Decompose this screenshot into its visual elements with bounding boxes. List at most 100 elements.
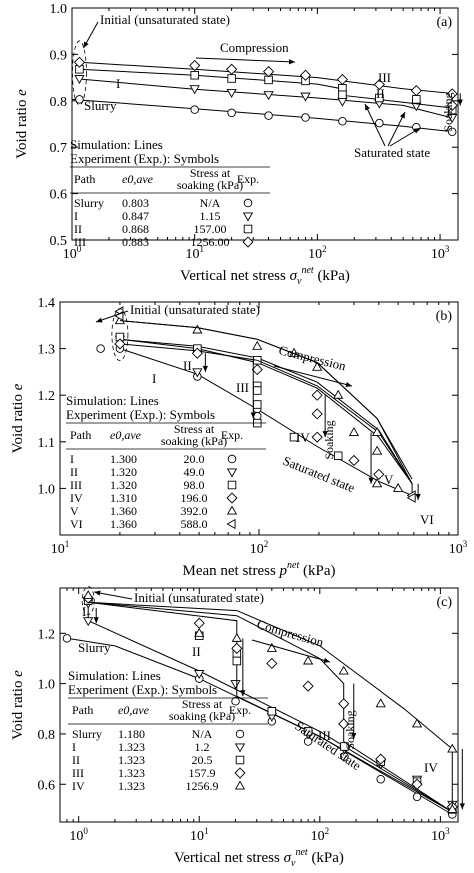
soaking-arrow-II-head — [240, 690, 246, 697]
data-point — [253, 386, 262, 395]
legend-row-e0: 1.360 — [110, 517, 137, 531]
legend-row-stress: 1256.9 — [186, 779, 219, 793]
x-tick-base: 10 — [190, 829, 204, 844]
annotation-path-I: I — [82, 604, 86, 619]
legend-marker — [235, 755, 245, 765]
y-tick-label: 0.9 — [50, 48, 68, 63]
data-point — [194, 627, 205, 637]
annotation-compression: Compression — [255, 616, 326, 649]
initial-ellipse — [72, 40, 87, 106]
y-axis-label-main: Void ratio — [10, 677, 26, 740]
x-tick-base: 10 — [431, 247, 445, 262]
legend-row-e0: 1.323 — [118, 753, 145, 767]
annotation-compression-arrow-head — [288, 59, 295, 65]
data-point — [373, 468, 385, 480]
series-line — [79, 78, 455, 119]
y-axis-label: Void ratio e — [14, 89, 30, 159]
data-point — [373, 78, 385, 91]
x-axis-label-main: Vertical net stress — [174, 850, 284, 866]
x-tick-base: 10 — [250, 542, 264, 557]
data-point — [266, 657, 278, 670]
legend-line1: Simulation: Lines — [68, 668, 161, 683]
legend-header-exp: Exp. — [221, 428, 243, 442]
series-line — [119, 348, 413, 496]
data-point — [189, 85, 200, 95]
data-point — [62, 634, 72, 643]
data-point — [311, 389, 323, 401]
legend-row-e0: 1.323 — [118, 766, 145, 780]
data-point — [337, 97, 348, 107]
data-point — [338, 90, 347, 100]
legend-header-e0: e0,ave — [118, 703, 150, 717]
initial-ellipse — [111, 308, 129, 362]
legend-marker — [227, 480, 237, 490]
data-point — [311, 431, 323, 443]
annotation-initial: Initial (unsaturated state) — [100, 12, 230, 27]
legend-marker — [226, 492, 238, 504]
soaking-arrow-III-head — [250, 412, 256, 419]
x-tick-label: 100 — [69, 826, 88, 844]
y-axis-label-main: Void ratio — [10, 390, 26, 453]
x-tick-base: 10 — [69, 829, 83, 844]
data-point — [227, 74, 236, 83]
x-tick-exp: 3 — [463, 539, 468, 549]
x-tick-label: 103 — [449, 539, 468, 557]
soaking-arrow-II-head — [202, 365, 208, 372]
plot-frame — [59, 587, 459, 823]
data-point — [232, 656, 242, 666]
annotation-compression-arrow — [273, 365, 353, 387]
x-tick-label: 102 — [250, 539, 269, 557]
data-point — [371, 427, 383, 436]
x-tick-exp: 1 — [65, 539, 70, 549]
legend-row-path: III — [72, 766, 84, 780]
y-axis-label-symbol: e — [14, 89, 30, 96]
data-point — [192, 324, 203, 334]
legend-header-path: Path — [72, 703, 93, 717]
annotation-path-I: I — [152, 371, 156, 386]
annotation-compression-arrow-head — [323, 657, 330, 663]
legend-row-e0: 1.310 — [110, 491, 137, 505]
legend-row-stress: 49.0 — [184, 465, 205, 479]
legend-row-path: I — [72, 740, 76, 754]
data-point — [262, 65, 275, 78]
data-point — [192, 368, 203, 378]
x-axis-label-unit: (kPa) — [299, 563, 335, 579]
annotation-compression-arrow — [195, 57, 296, 63]
data-point — [300, 92, 311, 102]
soaking-arrow-VI-head — [415, 494, 421, 501]
soaking-arrow-I-head — [93, 617, 99, 624]
data-point — [333, 389, 344, 399]
y-tick-label: 1.1 — [38, 436, 56, 451]
x-axis-label-main: Vertical net stress — [180, 268, 290, 284]
x-tick-exp: 0 — [77, 244, 82, 254]
data-layer — [72, 56, 458, 137]
x-tick-label: 103 — [431, 826, 450, 844]
data-point — [333, 451, 343, 461]
data-point — [253, 400, 262, 409]
legend-marker — [227, 454, 237, 464]
y-tick-label: 1.4 — [38, 296, 56, 311]
data-point — [115, 332, 125, 342]
legend-marker — [234, 780, 246, 790]
x-axis-label-symbol: p — [279, 563, 288, 579]
data-point — [412, 95, 421, 104]
legend-row-e0: 1.320 — [110, 465, 137, 479]
legend-row-stress: 157.9 — [189, 766, 216, 780]
legend-row-e0: 1.180 — [118, 727, 145, 741]
x-tick-label: 100 — [63, 244, 82, 262]
legend-line2: Experiment (Exp.): Symbols — [68, 682, 217, 697]
data-point — [226, 63, 238, 75]
legend-marker — [242, 212, 254, 222]
data-point — [266, 642, 277, 652]
legend-row-path: IV — [72, 779, 85, 793]
saturated-arrow-1 — [364, 103, 386, 147]
soaking-arrow-IV-head — [459, 803, 465, 810]
data-point — [264, 111, 273, 120]
legend-header-e0: e0,ave — [110, 428, 142, 442]
data-point — [251, 363, 263, 376]
legend-row-e0: 0.803 — [122, 196, 149, 210]
